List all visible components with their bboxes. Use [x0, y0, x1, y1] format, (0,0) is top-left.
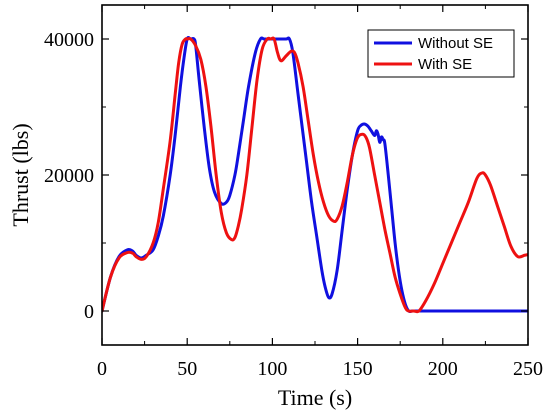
x-axis-title: Time (s)	[278, 385, 352, 410]
x-tick-label: 200	[428, 358, 458, 380]
y-axis-title: Thrust (lbs)	[8, 123, 33, 226]
x-tick-label: 150	[343, 358, 373, 380]
legend-box	[367, 29, 515, 78]
series-line-with-se	[102, 36, 528, 314]
legend-label-with-se: With SE	[418, 56, 472, 73]
series-line-without-se	[102, 36, 528, 313]
x-tick-label: 100	[257, 358, 287, 380]
y-tick-label: 20000	[44, 165, 94, 187]
legend-label-without-se: Without SE	[418, 35, 493, 52]
y-tick-label: 0	[84, 301, 94, 323]
y-tick-label: 40000	[44, 29, 94, 51]
x-tick-label: 0	[97, 358, 107, 380]
x-tick-label: 50	[177, 358, 197, 380]
x-tick-label: 250	[513, 358, 543, 380]
legend: Without SE With SE	[367, 29, 515, 78]
